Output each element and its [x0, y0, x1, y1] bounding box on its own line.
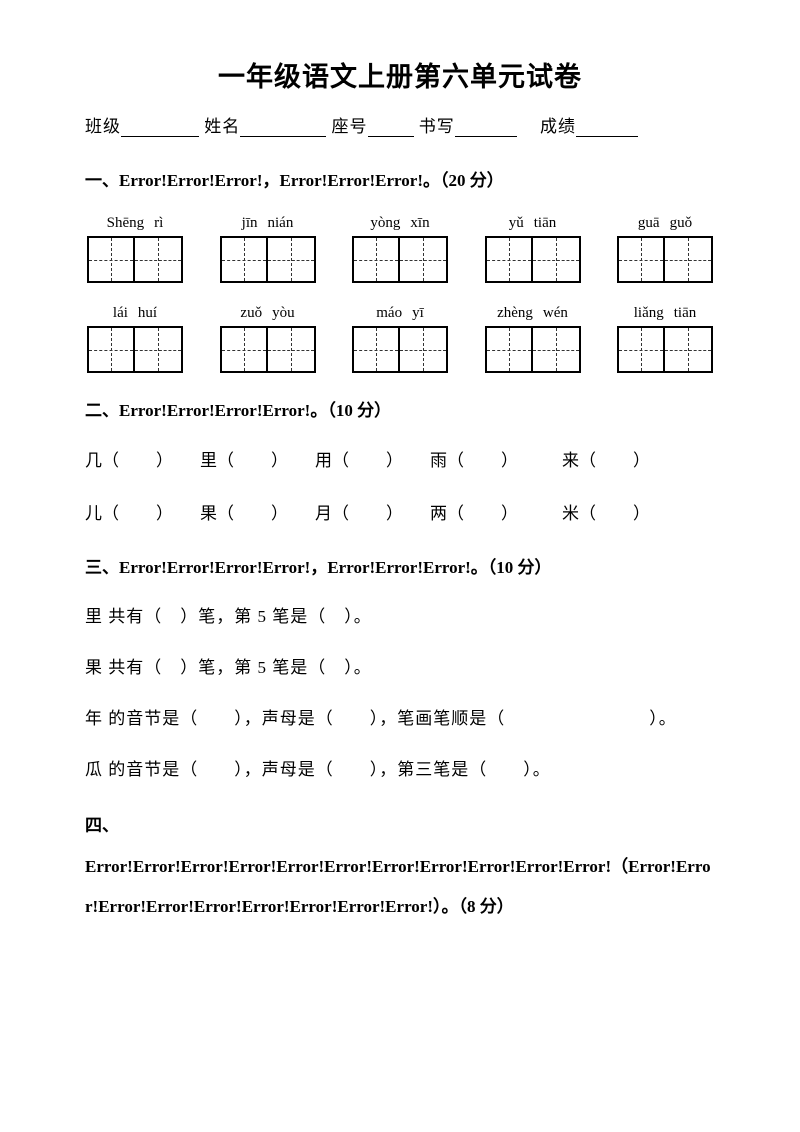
q2-item: 里（ ）	[200, 446, 289, 471]
q3-line: 瓜 的音节是（ ），声母是（ ），第三笔是（ ）。	[85, 755, 715, 780]
q2-item: 米（ ）	[545, 499, 651, 524]
tian-box-row-1	[85, 236, 715, 283]
pinyin-row-2: láihuí zuǒyòu máoyī zhèngwén liǎngtiān	[85, 305, 715, 322]
section3-heading: 三、Error!Error!Error!Error!，Error!Error!E…	[85, 552, 715, 584]
q3-line: 年 的音节是（ ），声母是（ ），笔画笔顺是（ ）。	[85, 704, 715, 729]
tian-box	[617, 236, 713, 283]
section4-heading: 四、	[85, 806, 715, 847]
tian-box	[220, 236, 316, 283]
pinyin-group: zuǒyòu	[220, 305, 316, 322]
pinyin-row-1: Shēngrì jīnnián yòngxīn yǔtiān guāguǒ	[85, 215, 715, 232]
tian-box	[87, 236, 183, 283]
q2-item: 月（ ）	[315, 499, 404, 524]
tian-box	[485, 326, 581, 373]
q2-item: 几（ ）	[85, 446, 174, 471]
tian-box	[485, 236, 581, 283]
q2-item: 来（ ）	[545, 446, 651, 471]
page-title: 一年级语文上册第六单元试卷	[85, 55, 715, 94]
q2-item: 果（ ）	[200, 499, 289, 524]
writing-label: 书写	[419, 117, 455, 136]
pinyin-group: máoyī	[352, 305, 448, 322]
section4-body: Error!Error!Error!Error!Error!Error!Erro…	[85, 847, 715, 929]
name-label: 姓名	[204, 117, 240, 136]
q2-item: 雨（ ）	[430, 446, 519, 471]
tian-box	[87, 326, 183, 373]
seat-label: 座号	[332, 117, 368, 136]
q2-item: 用（ ）	[315, 446, 404, 471]
q3-line: 果 共有（ ）笔，第 5 笔是（ ）。	[85, 653, 715, 678]
pinyin-group: Shēngrì	[87, 215, 183, 232]
pinyin-group: zhèngwén	[485, 305, 581, 322]
tian-box	[617, 326, 713, 373]
tian-box	[352, 236, 448, 283]
pinyin-group: yǔtiān	[485, 215, 581, 232]
seat-blank	[368, 119, 414, 137]
header-fields: 班级 姓名 座号 书写 成绩	[85, 112, 715, 137]
pinyin-group: yòngxīn	[352, 215, 448, 232]
score-blank	[576, 119, 638, 137]
writing-blank	[455, 119, 517, 137]
q3-line: 里 共有（ ）笔，第 5 笔是（ ）。	[85, 602, 715, 627]
tian-box	[352, 326, 448, 373]
class-blank	[121, 119, 199, 137]
pinyin-group: láihuí	[87, 305, 183, 322]
tian-box	[220, 326, 316, 373]
name-blank	[240, 119, 326, 137]
tian-box-row-2	[85, 326, 715, 373]
section2-row-1: 几（ ） 里（ ） 用（ ） 雨（ ） 来（ ）	[85, 446, 715, 471]
score-label: 成绩	[540, 117, 576, 136]
pinyin-group: liǎngtiān	[617, 305, 713, 322]
q2-item: 儿（ ）	[85, 499, 174, 524]
section2-row-2: 儿（ ） 果（ ） 月（ ） 两（ ） 米（ ）	[85, 499, 715, 524]
class-label: 班级	[85, 117, 121, 136]
section2-heading: 二、Error!Error!Error!Error!。（10 分）	[85, 395, 715, 427]
section1-heading: 一、Error!Error!Error!，Error!Error!Error!。…	[85, 165, 715, 197]
pinyin-group: jīnnián	[220, 215, 316, 232]
pinyin-group: guāguǒ	[617, 215, 713, 232]
q2-item: 两（ ）	[430, 499, 519, 524]
